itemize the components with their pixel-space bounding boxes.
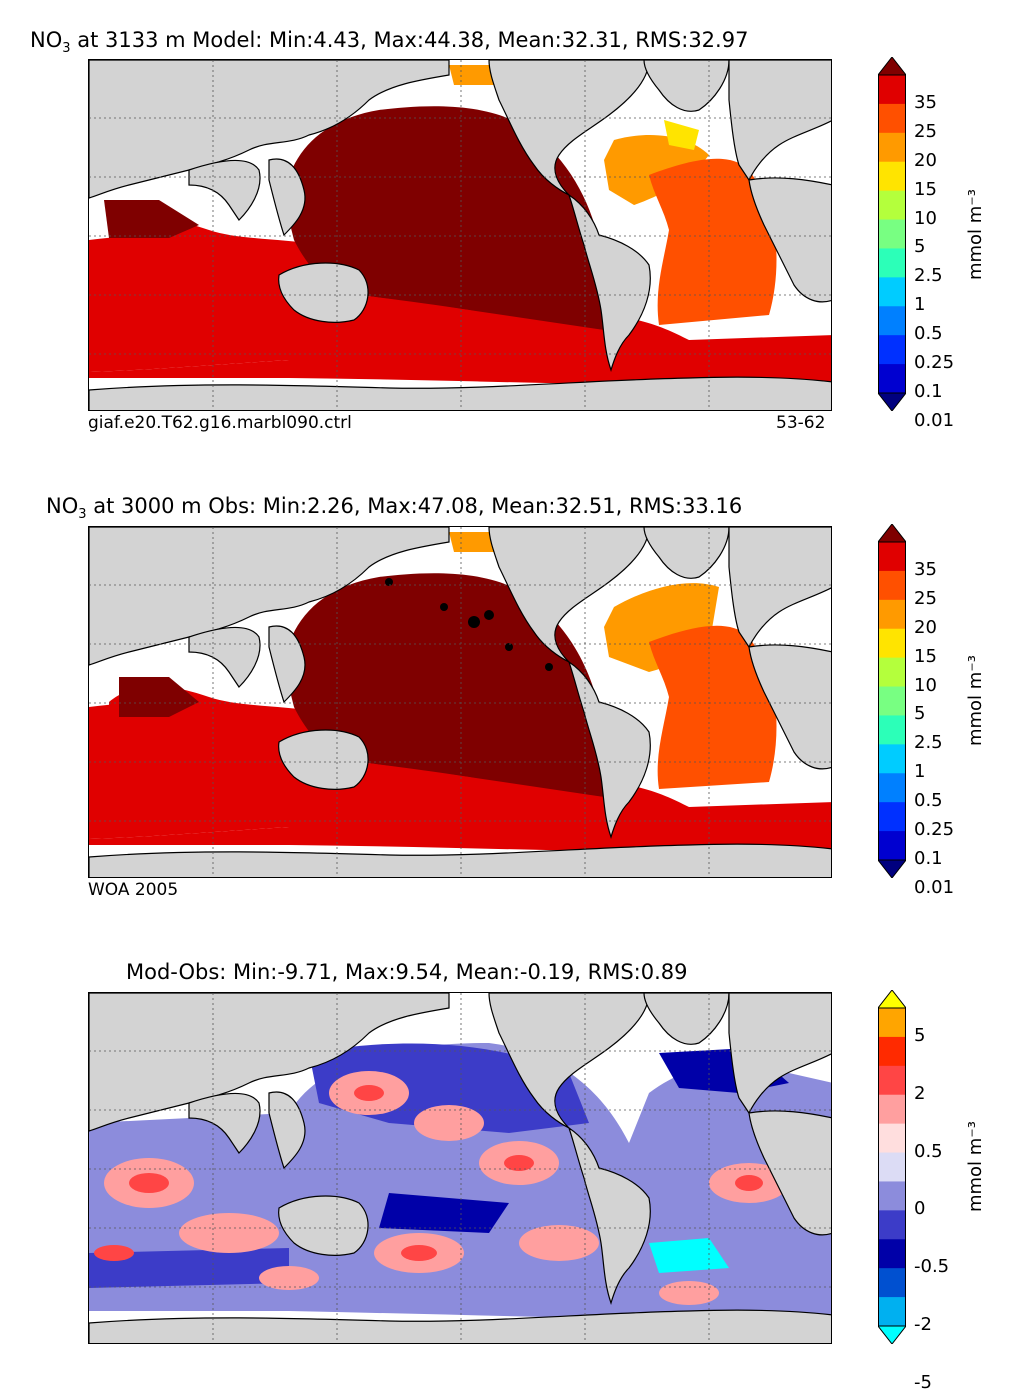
colorbar-segment: [878, 364, 906, 394]
colorbar-tick-label: 20: [914, 616, 937, 638]
colorbar-segment: [878, 1239, 906, 1269]
colorbar-tick-label: 10: [914, 674, 937, 696]
colorbar-tick-label: 5: [914, 1024, 926, 1046]
colorbar-tick-label: 0.5: [914, 790, 943, 812]
colorbar-segment: [878, 103, 906, 134]
colorbar-segment: [878, 1297, 906, 1327]
colorbar-segment: [878, 1036, 906, 1067]
colorbar-frame: [878, 541, 906, 861]
colorbar-segment: [878, 570, 906, 601]
colorbar-tick-label: 0.1: [914, 848, 943, 869]
colorbar-tick-label: 2.5: [914, 265, 943, 287]
colorbar-tick-label: 15: [914, 645, 937, 667]
colorbar-segment: [878, 831, 906, 861]
colorbar-tick-label: -2: [914, 1314, 932, 1335]
colorbar-segment: [878, 542, 906, 572]
colorbar-segment: [878, 1094, 906, 1125]
colorbar-segment: [878, 1008, 906, 1038]
colorbar-tick-label: 0.01: [914, 876, 955, 898]
colorbar-segment: [878, 1181, 906, 1211]
colorbar-extend-top: [878, 524, 906, 543]
colorbar-segment: [878, 1152, 906, 1182]
colorbar-tick-label: 1: [914, 294, 926, 316]
colorbar-extend-top: [878, 57, 906, 76]
colorbar-segment: [878, 132, 906, 163]
panel2-colorbar-unit: mmol m⁻³: [965, 654, 987, 747]
colorbar-extend-top: [878, 990, 906, 1009]
colorbar-segment: [878, 686, 906, 716]
colorbar-tick-label: 0.1: [914, 381, 943, 402]
panel3-colorbar-unit: mmol m⁻³: [965, 1120, 987, 1213]
colorbar-segment: [878, 219, 906, 249]
colorbar-segment: [878, 715, 906, 745]
panel2-colorbar: [878, 524, 906, 878]
panel2-title: NO3 at 3000 m Obs: Min:2.26, Max:47.08, …: [46, 494, 743, 523]
colorbar-segment: [878, 802, 906, 832]
colorbar-segment: [878, 75, 906, 105]
colorbar-tick-label: 2: [914, 1082, 926, 1104]
colorbar-extend-bottom: [878, 859, 906, 878]
colorbar-segment: [878, 161, 906, 192]
colorbar-tick-label: 10: [914, 207, 937, 229]
colorbar-tick-label: -0.5: [914, 1256, 950, 1278]
difference-map: [88, 992, 832, 1344]
panel2-footer-left: WOA 2005: [88, 880, 179, 900]
colorbar-tick-label: 0.5: [914, 1140, 943, 1162]
colorbar-tick-label: 0.25: [914, 819, 955, 841]
panel3-title: Mod-Obs: Min:-9.71, Max:9.54, Mean:-0.19…: [126, 960, 688, 984]
model-no3-map: [88, 59, 832, 411]
obs-no3-map: [88, 526, 832, 878]
panel1-footer-left: giaf.e20.T62.g16.marbl090.ctrl: [88, 413, 352, 433]
panel1-title: NO3 at 3133 m Model: Min:4.43, Max:44.38…: [30, 28, 749, 57]
colorbar-segment: [878, 190, 906, 221]
colorbar-segment: [878, 657, 906, 688]
colorbar-tick-label: 35: [914, 558, 937, 580]
colorbar-segment: [878, 628, 906, 659]
panel3-colorbar: [878, 990, 906, 1344]
colorbar-segment: [878, 248, 906, 278]
colorbar-tick-label: 20: [914, 149, 937, 171]
colorbar-extend-bottom: [878, 392, 906, 411]
colorbar-segment: [878, 1210, 906, 1240]
colorbar-tick-label: 0.25: [914, 352, 955, 374]
colorbar-tick-label: 15: [914, 178, 937, 200]
colorbar-tick-label: 0: [914, 1198, 926, 1220]
colorbar-segment: [878, 1065, 906, 1096]
panel1-colorbar: [878, 57, 906, 411]
colorbar-tick-label: 5: [914, 236, 926, 258]
panel1-footer-right: 53-62: [776, 413, 826, 433]
colorbar-tick-label: 25: [914, 120, 937, 142]
colorbar-segment: [878, 1123, 906, 1154]
colorbar-segment: [878, 306, 906, 336]
colorbar-segment: [878, 599, 906, 630]
colorbar-tick-label: 25: [914, 587, 937, 609]
panel1-colorbar-unit: mmol m⁻³: [965, 188, 987, 281]
colorbar-segment: [878, 744, 906, 774]
colorbar-frame: [878, 74, 906, 394]
colorbar-tick-label: 2.5: [914, 732, 943, 754]
colorbar-segment: [878, 335, 906, 365]
colorbar-frame: [878, 1007, 906, 1327]
colorbar-tick-label: 5: [914, 703, 926, 725]
colorbar-tick-label: 1: [914, 761, 926, 783]
colorbar-tick-label: -5: [914, 1371, 932, 1393]
colorbar-extend-bottom: [878, 1325, 906, 1344]
colorbar-segment: [878, 1268, 906, 1298]
colorbar-segment: [878, 773, 906, 803]
colorbar-tick-label: 35: [914, 91, 937, 113]
colorbar-segment: [878, 277, 906, 307]
colorbar-tick-label: 0.01: [914, 409, 955, 431]
colorbar-tick-label: 0.5: [914, 323, 943, 345]
